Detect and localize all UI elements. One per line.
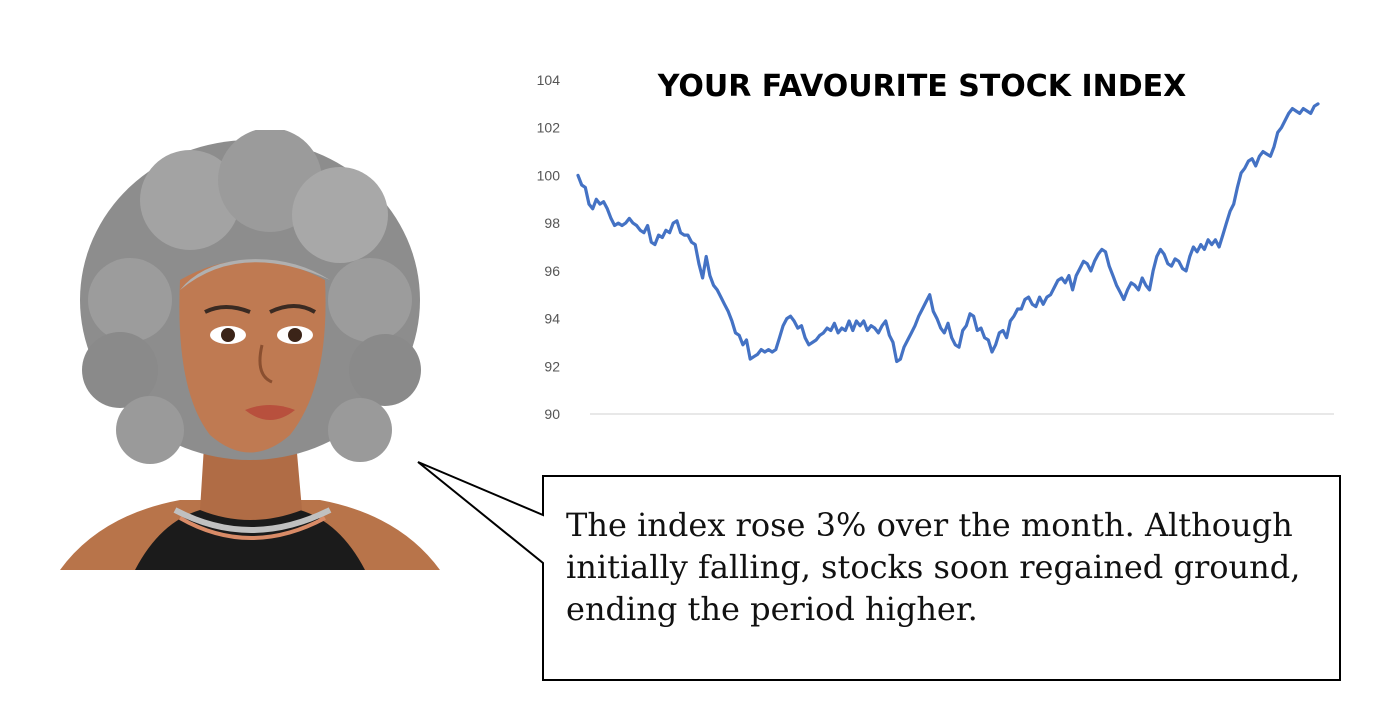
speech-text: The index rose 3% over the month. Althou… [566,506,1301,628]
y-tick-label: 102 [537,120,561,136]
woman-avatar [60,130,440,570]
index-series-line [576,102,1320,364]
y-axis-ticks: 90 92 94 96 98 100 102 104 [537,72,561,422]
y-tick-label: 92 [544,358,560,374]
y-tick-label: 100 [537,167,561,183]
y-tick-label: 94 [544,311,560,327]
y-tick-label: 104 [537,72,561,88]
y-tick-label: 90 [544,406,560,422]
chart-title: YOUR FAVOURITE STOCK INDEX [657,69,1187,104]
y-tick-label: 96 [544,263,560,279]
y-tick-label: 98 [544,215,560,231]
